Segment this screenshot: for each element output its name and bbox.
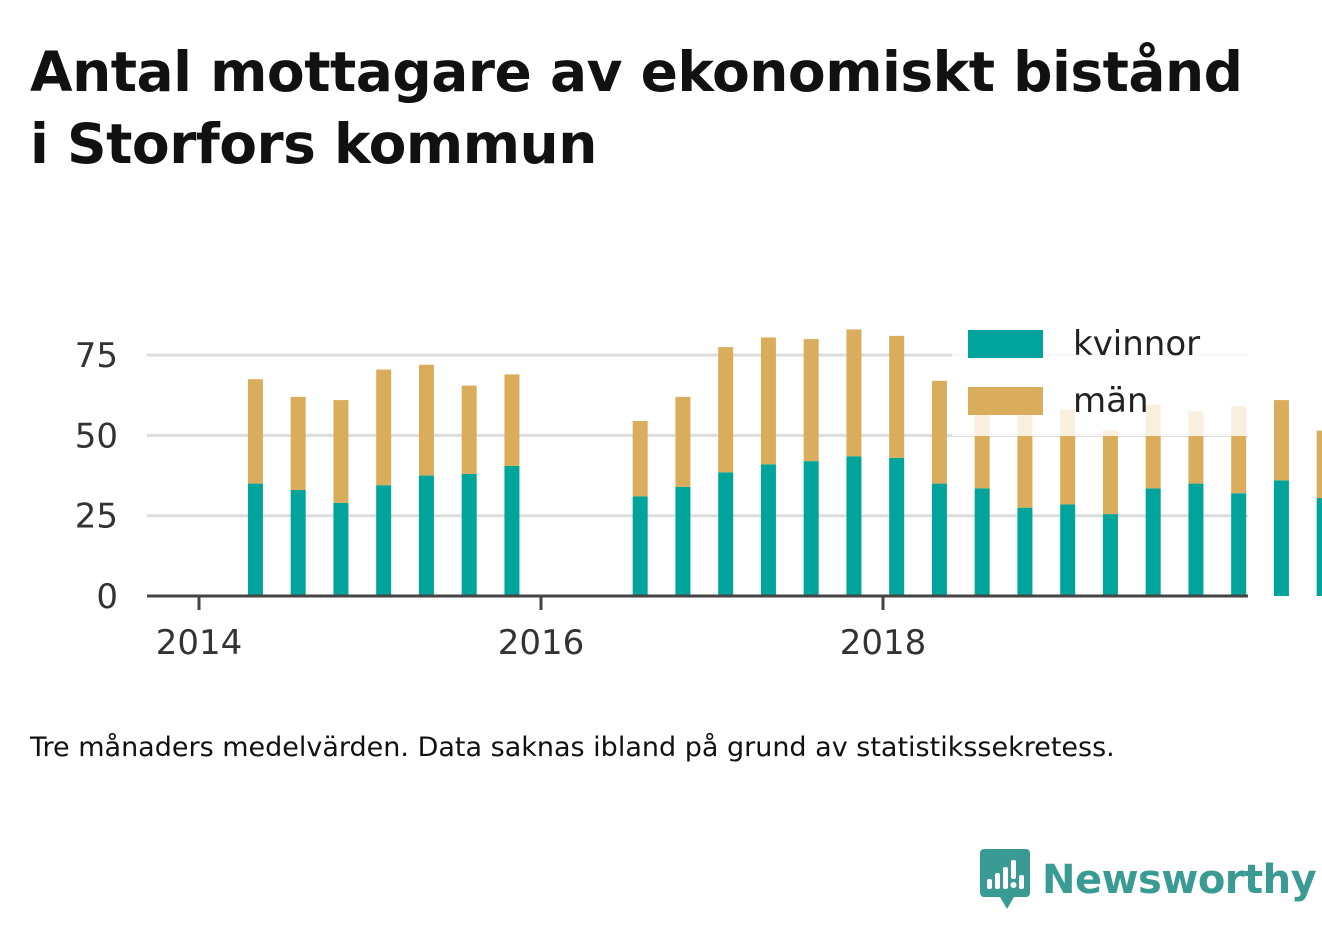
bar-kvinnor — [418, 475, 434, 596]
bar-kvinnor — [1273, 480, 1289, 596]
y-tick-label: 50 — [75, 416, 118, 456]
legend-label: kvinnor — [1073, 324, 1200, 364]
legend-label: män — [1073, 381, 1149, 421]
bar-kvinnor — [1316, 498, 1322, 596]
bar-kvinnor — [1145, 488, 1161, 596]
bar-kvinnor — [1188, 483, 1204, 596]
bar-kvinnor — [504, 465, 520, 596]
bar-kvinnor — [290, 490, 306, 596]
brand-logo: Newsworthy — [980, 848, 1317, 912]
bar-man — [290, 396, 306, 491]
legend: kvinnor män — [952, 318, 1252, 436]
bar-kvinnor — [974, 488, 990, 596]
brand-name: Newsworthy — [1042, 857, 1317, 903]
bar-kvinnor — [1017, 507, 1033, 596]
y-tick-label: 0 — [96, 577, 118, 617]
legend-swatch-kvinnor — [968, 330, 1043, 358]
bar-man — [247, 379, 263, 484]
bar-kvinnor — [1060, 504, 1076, 596]
bar-man — [418, 364, 434, 476]
bar-man — [760, 337, 776, 465]
axes: 0255075201420162018202120232025 — [75, 336, 1248, 663]
x-tick-label: 2016 — [498, 623, 585, 663]
bar-man — [1017, 414, 1033, 508]
bar-chart: 0255075201420162018202120232025 kvinnorm… — [74, 318, 1322, 663]
bar-man — [376, 369, 392, 486]
chart-title-line-2: i Storfors kommun — [30, 112, 597, 176]
bar-man — [1316, 430, 1322, 499]
chart-title: Antal mottagare av ekonomiskt bistånd i … — [30, 36, 1300, 180]
y-tick-label: 75 — [75, 336, 118, 376]
bar-kvinnor — [803, 461, 819, 596]
chart-title-line-1: Antal mottagare av ekonomiskt bistånd — [30, 40, 1243, 104]
bar-kvinnor — [889, 457, 905, 596]
bar-kvinnor — [376, 485, 392, 596]
bar-man — [931, 380, 947, 484]
bar-man — [504, 374, 520, 466]
newsworthy-logo-icon — [980, 849, 1030, 909]
bar-kvinnor — [333, 502, 349, 596]
x-tick-label: 2018 — [840, 623, 927, 663]
bar-man — [1102, 430, 1118, 515]
bar-kvinnor — [931, 483, 947, 596]
bar-kvinnor — [718, 472, 734, 596]
bar-kvinnor — [632, 496, 648, 596]
x-tick-label: 2014 — [156, 623, 243, 663]
bar-man — [632, 420, 648, 497]
chart-note: Tre månaders medelvärden. Data saknas ib… — [30, 732, 1115, 763]
bar-man — [1273, 400, 1289, 481]
bar-kvinnor — [1231, 493, 1247, 596]
legend-swatch-man — [968, 387, 1043, 415]
bar-kvinnor — [1102, 514, 1118, 596]
bar-man — [675, 396, 691, 487]
bar-kvinnor — [846, 456, 862, 596]
bar-man — [803, 339, 819, 462]
bar-kvinnor — [247, 483, 263, 596]
bar-man — [333, 400, 349, 503]
bar-man — [461, 385, 477, 474]
bar-man — [718, 347, 734, 473]
bar-man — [846, 329, 862, 457]
bar-kvinnor — [675, 486, 691, 596]
bar-man — [889, 335, 905, 458]
y-tick-label: 25 — [75, 497, 118, 537]
bar-kvinnor — [760, 464, 776, 596]
bar-kvinnor — [461, 473, 477, 596]
